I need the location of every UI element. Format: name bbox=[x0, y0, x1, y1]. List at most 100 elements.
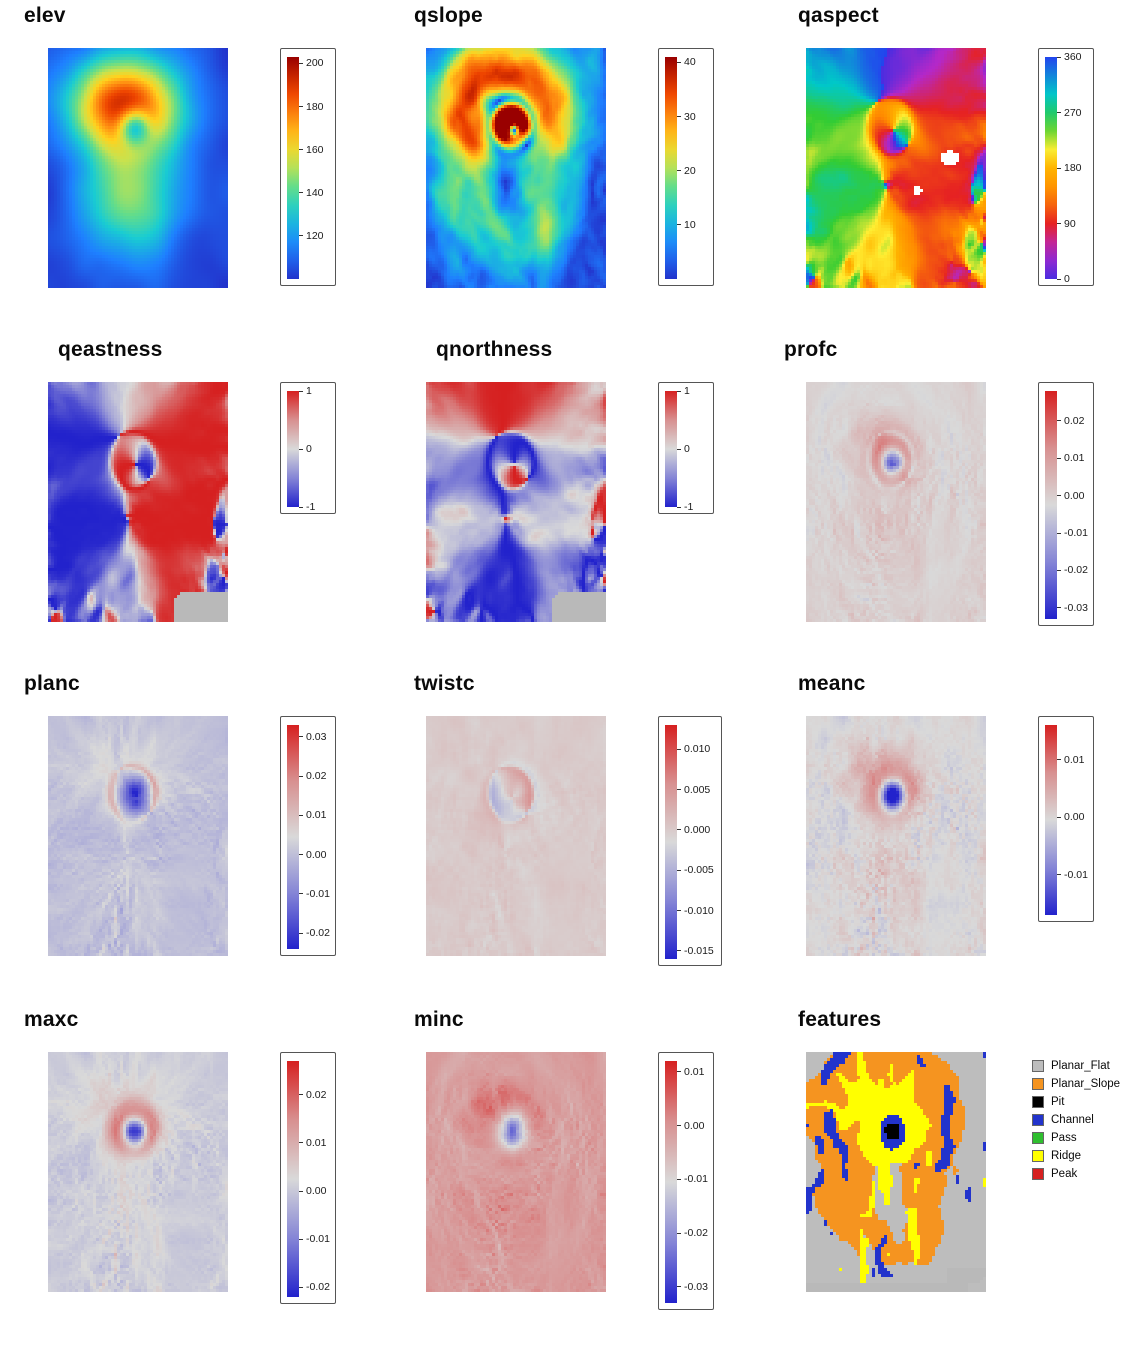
colorbar-tick-label: 270 bbox=[1064, 106, 1082, 119]
panel-title: profc bbox=[784, 338, 838, 361]
colorbar-tick bbox=[1057, 223, 1061, 224]
colorbar-tick bbox=[299, 390, 303, 392]
colorbar-tick-label: 160 bbox=[306, 143, 324, 156]
panel-title: elev bbox=[24, 4, 66, 27]
colorbar-tick bbox=[1057, 112, 1061, 113]
colorbar-tick-label: -0.03 bbox=[684, 1280, 708, 1293]
colorbar-tick bbox=[677, 748, 681, 750]
colorbar-tick-label: 0.02 bbox=[306, 1088, 327, 1101]
colorbar-tick-label: 0.00 bbox=[306, 848, 327, 861]
colorbar-gradient bbox=[287, 57, 299, 279]
colorbar-tick bbox=[677, 1286, 681, 1288]
colorbar-tick-label: 0.01 bbox=[1064, 452, 1085, 465]
colorbar-tick-label: 20 bbox=[684, 164, 696, 177]
colorbar-gradient bbox=[287, 391, 299, 507]
colorbar-tick-label: 0.01 bbox=[1064, 753, 1085, 766]
colorbar-tick bbox=[299, 1190, 303, 1192]
panel-title: meanc bbox=[798, 672, 866, 695]
legend-item: Planar_Flat bbox=[1032, 1060, 1120, 1072]
colorbar-tick-label: -0.02 bbox=[306, 1281, 330, 1294]
colorbar-tick bbox=[1057, 816, 1061, 818]
colorbar-tick bbox=[677, 224, 681, 226]
panel-title: planc bbox=[24, 672, 80, 695]
colorbar-tick-label: 0.03 bbox=[306, 730, 327, 743]
colorbar-tick bbox=[677, 448, 681, 450]
legend-item: Channel bbox=[1032, 1114, 1120, 1126]
colorbar-tick-label: 0 bbox=[1064, 273, 1070, 285]
legend-label: Peak bbox=[1051, 1168, 1078, 1180]
panel-planc: planc 0.03 0.02 0.01 0.00 -0.01 -0.02 bbox=[22, 672, 374, 1004]
colorbar-meanc: 0.01 0.00 -0.01 bbox=[1038, 716, 1094, 922]
colorbar-tick bbox=[1057, 532, 1061, 534]
raster-minc bbox=[426, 1052, 606, 1292]
colorbar-tick-label: -0.01 bbox=[306, 887, 330, 900]
raster-qeastness bbox=[48, 382, 228, 622]
colorbar-tick-label: 0.01 bbox=[306, 809, 327, 822]
colorbar-gradient bbox=[665, 391, 677, 507]
colorbar-tick-label: 0.02 bbox=[1064, 414, 1085, 427]
colorbar-planc: 0.03 0.02 0.01 0.00 -0.01 -0.02 bbox=[280, 716, 336, 956]
colorbar-qslope: 40 30 20 10 bbox=[658, 48, 714, 286]
colorbar-gradient bbox=[665, 57, 677, 279]
colorbar-tick bbox=[677, 950, 681, 952]
colorbar-tick bbox=[677, 869, 681, 871]
legend-item: Pass bbox=[1032, 1132, 1120, 1144]
colorbar-gradient bbox=[1045, 391, 1057, 619]
colorbar-tick-label: 0.01 bbox=[306, 1136, 327, 1149]
colorbar-twistc: 0.010 0.005 0.000 -0.005 -0.010 -0.015 bbox=[658, 716, 722, 966]
colorbar-tick-label: 180 bbox=[306, 100, 324, 113]
legend-label: Channel bbox=[1051, 1114, 1094, 1126]
colorbar-tick-label: 0.010 bbox=[684, 743, 711, 756]
colorbar-tick bbox=[1057, 759, 1061, 761]
colorbar-tick bbox=[677, 910, 681, 912]
colorbar-tick bbox=[677, 789, 681, 791]
colorbar-gradient bbox=[665, 1061, 677, 1303]
raster-qnorthness bbox=[426, 382, 606, 622]
colorbar-tick-label: 90 bbox=[1064, 217, 1076, 230]
colorbar-minc: 0.01 0.00 -0.01 -0.02 -0.03 bbox=[658, 1052, 714, 1310]
panel-title: features bbox=[798, 1008, 882, 1031]
colorbar-tick bbox=[677, 829, 681, 831]
colorbar-tick-label: 180 bbox=[1064, 162, 1082, 174]
colorbar-tick-label: -0.02 bbox=[306, 927, 330, 940]
legend-label: Pass bbox=[1051, 1132, 1077, 1144]
colorbar-tick-label: -0.010 bbox=[684, 904, 714, 917]
colorbar-tick bbox=[1057, 278, 1061, 280]
panel-twistc: twistc 0.010 0.005 0.000 -0.005 -0.010 -0.015 bbox=[400, 672, 752, 1004]
panel-profc: profc 0.02 0.01 0.00 -0.01 -0.02 -0.03 bbox=[780, 338, 1125, 670]
colorbar-tick-label: 0.005 bbox=[684, 783, 711, 796]
colorbar-tick bbox=[677, 116, 681, 118]
colorbar-tick-label: 0 bbox=[684, 443, 690, 455]
colorbar-tick-label: 0 bbox=[306, 443, 312, 455]
colorbar-tick bbox=[299, 1238, 303, 1240]
colorbar-tick bbox=[299, 62, 303, 64]
colorbar-tick-label: -0.03 bbox=[1064, 601, 1088, 614]
colorbar-elev: 200 180 160 140 120 bbox=[280, 48, 336, 286]
colorbar-tick-label: -0.01 bbox=[306, 1233, 330, 1246]
raster-features bbox=[806, 1052, 986, 1292]
raster-planc bbox=[48, 716, 228, 956]
panel-minc: minc 0.01 0.00 -0.01 -0.02 -0.03 bbox=[400, 1008, 752, 1340]
colorbar-tick bbox=[299, 736, 303, 738]
features-legend: Planar_Flat Planar_Slope Pit Channel Pass Rid… bbox=[1032, 1060, 1120, 1186]
colorbar-tick bbox=[299, 235, 303, 237]
raster-meanc bbox=[806, 716, 986, 956]
panel-qnorthness: qnorthness 1 0 -1 bbox=[400, 338, 752, 670]
legend-swatch bbox=[1032, 1150, 1044, 1162]
colorbar-gradient bbox=[1045, 57, 1057, 279]
colorbar-tick-label: 0.00 bbox=[1064, 489, 1085, 502]
legend-swatch bbox=[1032, 1096, 1044, 1108]
colorbar-tick bbox=[677, 390, 681, 392]
raster-twistc bbox=[426, 716, 606, 956]
colorbar-tick bbox=[299, 775, 303, 777]
legend-item: Pit bbox=[1032, 1096, 1120, 1108]
legend-swatch bbox=[1032, 1078, 1044, 1090]
colorbar-tick bbox=[299, 1286, 303, 1288]
colorbar-tick-label: -0.015 bbox=[684, 944, 714, 957]
colorbar-tick-label: -0.01 bbox=[684, 1173, 708, 1186]
raster-maxc bbox=[48, 1052, 228, 1292]
legend-label: Ridge bbox=[1051, 1150, 1082, 1162]
colorbar-tick-label: 200 bbox=[306, 57, 324, 70]
raster-profc bbox=[806, 382, 986, 622]
panel-title: minc bbox=[414, 1008, 464, 1031]
